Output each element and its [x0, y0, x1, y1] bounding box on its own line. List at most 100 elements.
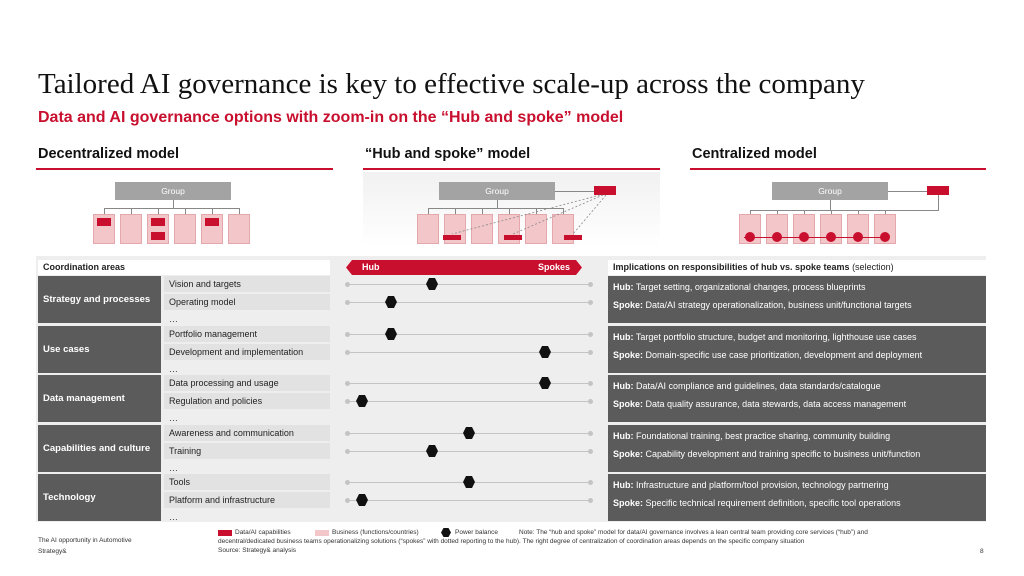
coordination-item: Training: [164, 443, 330, 459]
decentralized-group-box: Group: [115, 182, 231, 200]
power-balance-marker: [539, 346, 551, 358]
centralized-model-heading: Centralized model: [692, 146, 817, 162]
track-end-dot: [345, 332, 350, 337]
track-end-dot: [588, 431, 593, 436]
track-end-dot: [345, 381, 350, 386]
spoke-implication-text: Data quality assurance, data stewards, d…: [645, 399, 907, 409]
more-items-ellipsis: …: [169, 314, 178, 324]
spoke-prefix: Spoke:: [613, 300, 644, 310]
power-balance-track: [347, 334, 591, 335]
page-title: Tailored AI governance is key to effecti…: [38, 68, 865, 100]
business-unit-box: [793, 214, 815, 244]
more-items-ellipsis: …: [169, 413, 178, 423]
coordination-area-label: Technology: [38, 474, 161, 521]
business-unit-box: [228, 214, 250, 244]
business-unit-box: [739, 214, 761, 244]
power-balance-marker: [356, 395, 368, 407]
business-unit-box: [417, 214, 439, 244]
power-balance-track: [347, 302, 591, 303]
track-end-dot: [345, 431, 350, 436]
coordination-item: Development and implementation: [164, 344, 330, 360]
business-unit-box: [525, 214, 547, 244]
connector: [428, 208, 563, 209]
implications-cell: Hub: Infrastructure and platform/tool pr…: [608, 474, 986, 521]
power-balance-track: [347, 451, 591, 452]
footer-note-line2: decentral/dedicated business teams opera…: [218, 538, 805, 545]
central-data-ai-team-block: [927, 186, 949, 195]
power-balance-marker: [463, 427, 475, 439]
coordination-item: Data processing and usage: [164, 375, 330, 391]
power-balance-marker: [426, 445, 438, 457]
power-balance-track: [347, 284, 591, 285]
page-subtitle: Data and AI governance options with zoom…: [38, 109, 624, 126]
spoke-prefix: Spoke:: [613, 498, 644, 508]
hub-label: Hub: [362, 262, 380, 272]
central-node-dot: [799, 232, 809, 242]
track-end-dot: [345, 300, 350, 305]
spoke-implication-text: Specific technical requirement definitio…: [645, 498, 901, 508]
central-link-line: [744, 237, 888, 238]
central-node-dot: [826, 232, 836, 242]
hub-implication-text: Infrastructure and platform/tool provisi…: [636, 480, 889, 490]
connector: [777, 210, 778, 214]
power-balance-track: [347, 500, 591, 501]
more-items-ellipsis: …: [169, 364, 178, 374]
power-balance-marker: [463, 476, 475, 488]
power-balance-marker: [539, 377, 551, 389]
data-ai-team-block: [151, 232, 165, 240]
hub-prefix: Hub:: [613, 381, 634, 391]
connector: [239, 208, 240, 214]
legend-power-balance-icon: [441, 528, 451, 537]
implications-header: Implications on responsibilities of hub …: [613, 262, 894, 272]
hub-spoke-group-box: Group: [439, 182, 555, 200]
data-ai-team-block: [151, 218, 165, 226]
track-end-dot: [588, 381, 593, 386]
coordination-header-cell: [38, 260, 330, 275]
track-end-dot: [588, 300, 593, 305]
track-end-dot: [588, 449, 593, 454]
connector: [185, 208, 186, 214]
spoke-prefix: Spoke:: [613, 449, 644, 459]
decentralized-underline: [36, 168, 333, 170]
power-balance-track: [347, 401, 591, 402]
decentralized-model-heading: Decentralized model: [38, 146, 180, 162]
coordination-item: Tools: [164, 474, 330, 490]
track-end-dot: [588, 350, 593, 355]
spoke-implication: Spoke: Data/AI strategy operationalizati…: [613, 299, 980, 312]
business-unit-box: [766, 214, 788, 244]
connector: [858, 210, 859, 214]
power-balance-marker: [356, 494, 368, 506]
hub-prefix: Hub:: [613, 332, 634, 342]
centralized-group-box: Group: [772, 182, 888, 200]
connector: [750, 210, 939, 211]
legend-business-label: Business (functions/countries): [332, 529, 419, 536]
legend-business-swatch: [315, 530, 329, 536]
data-ai-team-block: [205, 218, 219, 226]
page-number: 8: [980, 548, 984, 555]
footer-source: Source: Strategy& analysis: [218, 547, 297, 554]
legend-power-balance-label: Power balance: [455, 529, 498, 536]
business-unit-box: [874, 214, 896, 244]
spoke-implication: Spoke: Capability development and traini…: [613, 448, 980, 461]
connector: [173, 200, 174, 208]
hub-spoke-underline: [363, 168, 660, 170]
coordination-area-label: Strategy and processes: [38, 276, 161, 323]
power-balance-marker: [426, 278, 438, 290]
connector: [938, 195, 939, 210]
implications-cell: Hub: Foundational training, best practic…: [608, 425, 986, 472]
connector: [104, 208, 105, 214]
implications-header-cell: [608, 260, 986, 275]
more-items-ellipsis: …: [169, 512, 178, 522]
business-unit-box: [174, 214, 196, 244]
centralized-underline: [690, 168, 986, 170]
coordination-item: Portfolio management: [164, 326, 330, 342]
hub-implication: Hub: Target portfolio structure, budget …: [613, 331, 980, 344]
hub-implication-text: Data/AI compliance and guidelines, data …: [636, 381, 881, 391]
spokes-label: Spokes: [538, 262, 571, 272]
coordination-area-label: Data management: [38, 375, 161, 422]
business-unit-box: [820, 214, 842, 244]
spoke-implication: Spoke: Domain-specific use case prioriti…: [613, 349, 980, 362]
central-node-dot: [772, 232, 782, 242]
connector: [158, 208, 159, 214]
legend-data-ai-label: Data/AI capabilities: [235, 529, 291, 536]
